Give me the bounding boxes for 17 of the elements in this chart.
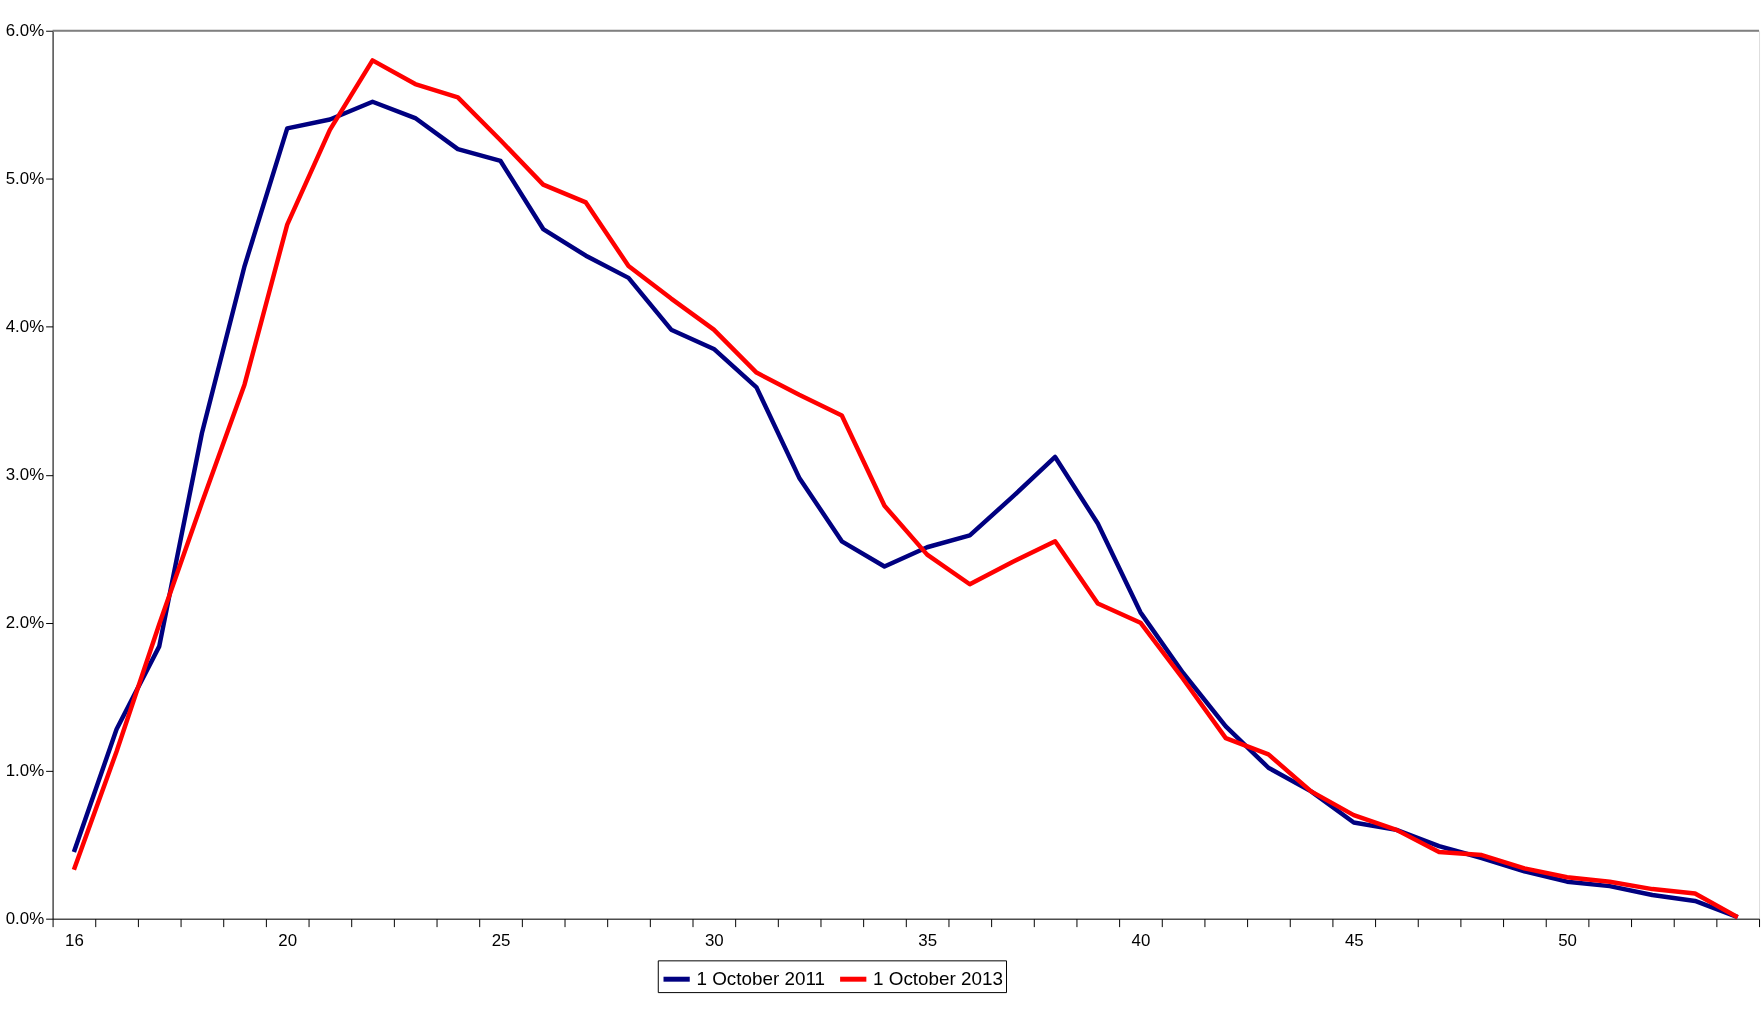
legend-label: 1 October 2011 — [696, 968, 825, 990]
x-tick-label: 25 — [491, 930, 511, 950]
x-tick-label: 16 — [65, 930, 84, 950]
y-tick-label: 3.0% — [5, 465, 45, 485]
x-tick-label: 50 — [1558, 930, 1577, 950]
y-tick-label: 2.0% — [5, 613, 45, 633]
y-tick-label: 0.0% — [5, 909, 45, 929]
y-tick-label: 5.0% — [5, 169, 45, 189]
x-tick-label: 20 — [278, 930, 298, 950]
x-tick-label: 40 — [1131, 930, 1151, 950]
legend-label: 1 October 2013 — [873, 968, 1003, 990]
x-tick-label: 45 — [1344, 930, 1364, 950]
x-tick-label: 30 — [704, 930, 724, 950]
y-tick-label: 6.0% — [5, 21, 45, 41]
x-tick-label: 35 — [918, 930, 938, 950]
y-tick-label: 4.0% — [5, 317, 45, 337]
y-tick-label: 1.0% — [5, 761, 45, 781]
